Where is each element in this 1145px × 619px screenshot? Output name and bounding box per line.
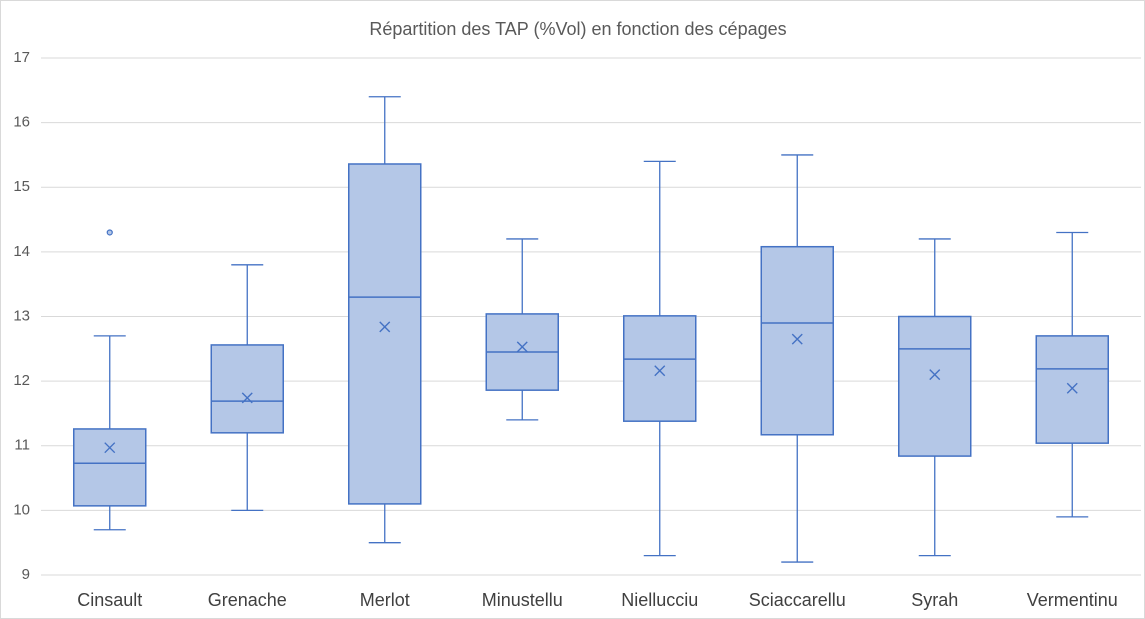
x-tick-label: Cinsault bbox=[77, 590, 142, 610]
y-tick-label: 10 bbox=[13, 501, 30, 518]
mean-marker bbox=[379, 321, 391, 333]
mean-marker bbox=[929, 369, 941, 381]
x-tick-label: Minustellu bbox=[482, 590, 563, 610]
y-tick-label: 16 bbox=[13, 114, 30, 131]
x-tick-label: Sciaccarellu bbox=[749, 590, 846, 610]
x-tick-label: Grenache bbox=[208, 590, 287, 610]
mean-marker bbox=[241, 392, 253, 404]
box bbox=[898, 315, 972, 457]
box bbox=[348, 163, 422, 505]
box bbox=[210, 344, 284, 434]
box bbox=[73, 428, 147, 507]
chart-title: Répartition des TAP (%Vol) en fonction d… bbox=[369, 19, 786, 39]
y-tick-label: 9 bbox=[22, 566, 30, 583]
mean-marker bbox=[654, 365, 666, 377]
mean-marker bbox=[1066, 382, 1078, 394]
y-tick-label: 17 bbox=[13, 49, 30, 66]
mean-marker bbox=[104, 442, 116, 454]
mean-marker bbox=[791, 333, 803, 345]
mean-marker bbox=[516, 341, 528, 353]
x-tick-label: Vermentinu bbox=[1027, 590, 1118, 610]
y-tick-label: 12 bbox=[13, 372, 30, 389]
y-tick-label: 15 bbox=[13, 178, 30, 195]
x-tick-label: Merlot bbox=[360, 590, 410, 610]
x-tick-label: Syrah bbox=[911, 590, 958, 610]
box bbox=[623, 315, 697, 422]
y-tick-label: 14 bbox=[13, 243, 30, 260]
box bbox=[760, 245, 834, 436]
x-tick-label: Niellucciu bbox=[621, 590, 698, 610]
y-tick-label: 13 bbox=[13, 307, 30, 324]
outlier bbox=[106, 229, 113, 236]
y-tick-label: 11 bbox=[14, 437, 30, 454]
box bbox=[1035, 335, 1109, 444]
